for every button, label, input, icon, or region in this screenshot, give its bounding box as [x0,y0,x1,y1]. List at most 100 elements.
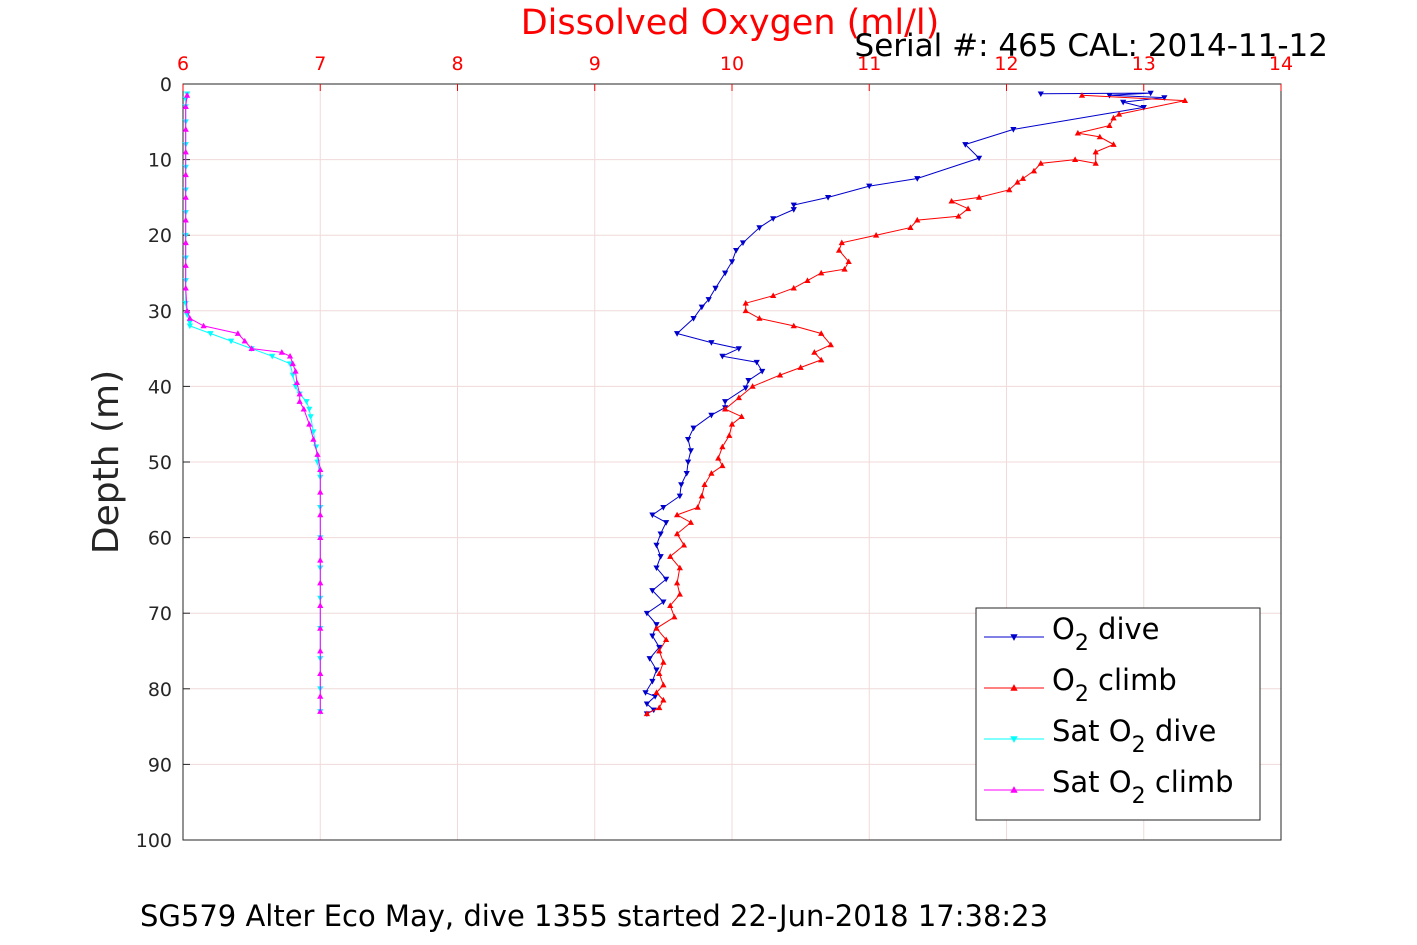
legend-label-part: dive [1089,612,1160,646]
data-point [866,183,873,190]
data-point [653,542,660,549]
data-point [818,330,825,336]
data-point [1010,126,1017,133]
data-point [712,285,719,292]
data-point [673,579,681,586]
data-point [660,599,667,606]
data-point [790,202,797,209]
data-point [673,530,681,537]
data-point [649,633,656,640]
legend-entry: Sat O2 dive [984,714,1216,758]
data-point [708,412,715,419]
data-point [824,195,832,201]
data-point [738,413,745,420]
x-tick-label: 13 [1132,53,1156,75]
data-point [735,346,742,352]
y-tick-label: 60 [148,528,172,550]
data-point [756,315,763,321]
data-point [317,670,324,677]
y-tick-label: 0 [160,74,172,96]
data-point [317,489,324,495]
data-point [303,399,310,405]
legend-label-subscript: 2 [1132,733,1146,758]
data-point [975,155,983,162]
data-point [705,297,712,303]
data-point [317,708,324,714]
y-tick-label: 30 [148,301,172,323]
data-point [756,225,763,231]
data-point [1120,99,1127,106]
data-point [292,368,299,374]
data-point [1037,160,1044,166]
legend-label-part: O [1052,663,1075,697]
y-tick-label: 100 [136,830,172,852]
data-point [683,470,690,477]
data-point [643,701,651,708]
data-point [1014,179,1021,185]
y-tick-label: 20 [148,225,172,247]
data-point [269,353,276,360]
data-point [182,194,189,200]
data-point [948,197,955,204]
data-point [186,323,193,330]
data-point [671,613,678,620]
data-point [642,690,649,696]
data-point [660,504,667,511]
data-point [790,322,797,329]
legend-entry: Sat O2 climb [984,765,1234,809]
data-point [1106,92,1113,99]
data-point [289,372,296,379]
data-point [749,383,756,389]
legend-label-subscript: 2 [1132,784,1146,809]
data-point [293,379,301,385]
legend-label: Sat O2 dive [1052,714,1216,758]
data-point [653,689,660,695]
data-point [1140,105,1147,111]
data-point [657,531,664,538]
data-point [300,405,307,412]
legend-label-part: climb [1146,765,1234,799]
data-point [690,315,697,322]
data-point [184,92,191,98]
data-point [680,541,688,548]
data-point [306,420,313,427]
data-point [914,216,921,223]
data-point [687,448,694,454]
data-point [698,304,705,311]
data-point [1096,133,1103,140]
data-point [182,126,189,132]
data-point [286,352,294,359]
legend-label-subscript: 2 [1075,631,1089,656]
data-point [1072,156,1079,162]
data-point [1110,141,1117,147]
series-1 [643,92,1189,717]
data-point [827,341,834,348]
data-point [310,429,317,435]
data-point [676,493,683,500]
legend-entry: O2 dive [984,612,1160,656]
data-point [728,420,736,427]
data-point [715,455,722,461]
legend-label-part: climb [1089,663,1177,697]
data-point [182,300,189,307]
data-point [317,511,324,518]
data-point [673,511,681,518]
data-point [708,470,715,476]
data-point [739,240,747,246]
data-point [241,337,248,344]
data-point [649,588,656,594]
data-point [200,322,207,329]
series-3 [182,92,324,714]
series-line [644,92,1165,715]
data-point [667,553,674,559]
figure-caption: SG579 Alter Eco May, dive 1355 started 2… [140,899,1048,933]
data-point [656,704,663,711]
x-tick-label: 12 [994,53,1018,75]
data-point [296,390,303,397]
data-point [811,349,818,355]
data-point [684,459,692,466]
data-point [1074,129,1081,136]
data-point [184,307,191,314]
data-point [1019,175,1027,181]
